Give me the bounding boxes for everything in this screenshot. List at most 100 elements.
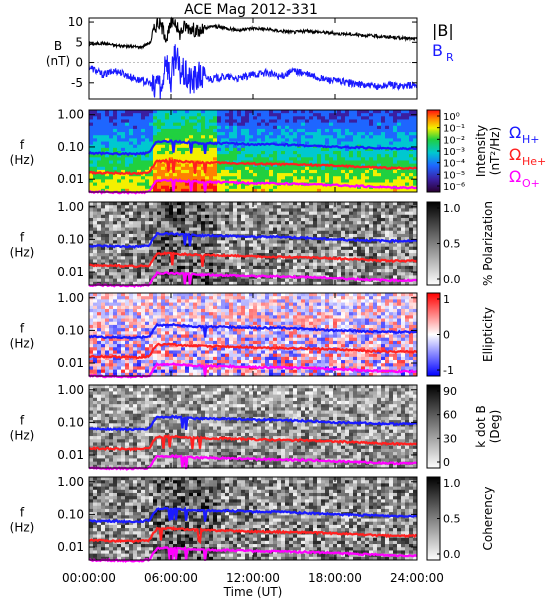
heatmap-cell	[177, 208, 182, 212]
heatmap-cell	[253, 113, 258, 117]
heatmap-cell	[365, 262, 370, 267]
heatmap-cell	[285, 214, 290, 219]
heatmap-cell	[117, 135, 122, 139]
heatmap-cell	[133, 128, 138, 133]
heatmap-cell	[109, 321, 114, 326]
heatmap-cell	[385, 214, 390, 219]
heatmap-cell	[285, 151, 290, 155]
heatmap-cell	[169, 125, 174, 130]
heatmap-cell	[289, 141, 294, 146]
heatmap-cell	[177, 202, 182, 206]
heatmap-cell	[325, 246, 330, 251]
heatmap-cell	[345, 233, 350, 238]
heatmap-cell	[297, 110, 302, 114]
heatmap-cell	[289, 259, 294, 264]
heatmap-cell	[233, 122, 238, 127]
heatmap-cell	[121, 249, 126, 254]
heatmap-cell	[381, 221, 386, 225]
heatmap-cell	[145, 302, 150, 307]
heatmap-cell	[297, 185, 302, 190]
heatmap-cell	[157, 275, 162, 280]
heatmap-cell	[149, 214, 154, 219]
heatmap-cell	[213, 278, 218, 283]
heatmap-cell	[125, 324, 130, 329]
heatmap-cell	[281, 278, 286, 283]
heatmap-cell	[329, 243, 334, 248]
heatmap-cell	[397, 132, 402, 136]
heatmap-cell	[201, 230, 206, 235]
heatmap-cell	[169, 318, 174, 323]
heatmap-cell	[281, 116, 286, 120]
heatmap-cell	[157, 214, 162, 219]
heatmap-cell	[237, 259, 242, 264]
heatmap-cell	[373, 253, 378, 257]
heatmap-cell	[345, 154, 350, 158]
heatmap-cell	[193, 230, 198, 235]
heatmap-cell	[353, 179, 358, 183]
heatmap-cell	[241, 173, 246, 177]
heatmap-cell	[201, 176, 206, 180]
heatmap-cell	[157, 253, 162, 257]
heatmap-cell	[237, 119, 242, 124]
heatmap-cell	[253, 224, 258, 228]
heatmap-cell	[289, 169, 294, 174]
heatmap-cell	[293, 265, 298, 270]
heatmap-cell	[165, 249, 170, 254]
heatmap-cell	[221, 157, 226, 161]
heatmap-cell	[301, 253, 306, 257]
heatmap-cell	[209, 281, 214, 286]
heatmap-cell	[269, 147, 274, 152]
heatmap-cell	[149, 205, 154, 209]
heatmap-cell	[237, 144, 242, 149]
heatmap-cell	[281, 205, 286, 209]
heatmap-cell	[321, 132, 326, 136]
heatmap-cell	[305, 281, 310, 286]
heatmap-cell	[249, 151, 254, 155]
heatmap-cell	[381, 163, 386, 168]
heatmap-cell	[381, 122, 386, 127]
heatmap-cell	[109, 169, 114, 174]
heatmap-cell	[321, 179, 326, 183]
heatmap-cell	[241, 202, 246, 206]
heatmap-cell	[165, 369, 170, 374]
heatmap-cell	[269, 278, 274, 283]
heatmap-cell	[117, 259, 122, 264]
heatmap-cell	[389, 237, 394, 241]
heatmap-cell	[277, 208, 282, 212]
heatmap-cell	[109, 328, 114, 332]
heatmap-cell	[117, 233, 122, 238]
heatmap-cell	[317, 221, 322, 225]
heatmap-cell	[193, 173, 198, 177]
heatmap-cell	[349, 208, 354, 212]
heatmap-cell	[233, 249, 238, 254]
heatmap-cell	[217, 125, 222, 130]
heatmap-cell	[257, 224, 262, 228]
heatmap-cell	[217, 135, 222, 139]
heatmap-cell	[301, 138, 306, 142]
heatmap-cell	[345, 135, 350, 139]
heatmap-cell	[273, 246, 278, 251]
heatmap-cell	[157, 182, 162, 187]
heatmap-cell	[133, 296, 138, 300]
heatmap-cell	[141, 275, 146, 280]
heatmap-cell	[173, 122, 178, 127]
heatmap-cell	[177, 169, 182, 174]
heatmap-cell	[393, 202, 398, 206]
heatmap-cell	[269, 262, 274, 267]
heatmap-cell	[289, 205, 294, 209]
heatmap-cell	[405, 202, 410, 206]
heatmap-cell	[349, 110, 354, 114]
heatmap-cell	[225, 151, 230, 155]
heatmap-cell	[153, 163, 158, 168]
heatmap-cell	[149, 182, 154, 187]
heatmap-cell	[381, 211, 386, 216]
heatmap-cell	[185, 265, 190, 270]
heatmap-cell	[289, 157, 294, 161]
heatmap-cell	[113, 132, 118, 136]
heatmap-cell	[205, 113, 210, 117]
heatmap-cell	[109, 188, 114, 193]
heatmap-cell	[185, 230, 190, 235]
heatmap-cell	[169, 299, 174, 303]
heatmap-cell	[97, 224, 102, 228]
heatmap-cell	[105, 278, 110, 283]
